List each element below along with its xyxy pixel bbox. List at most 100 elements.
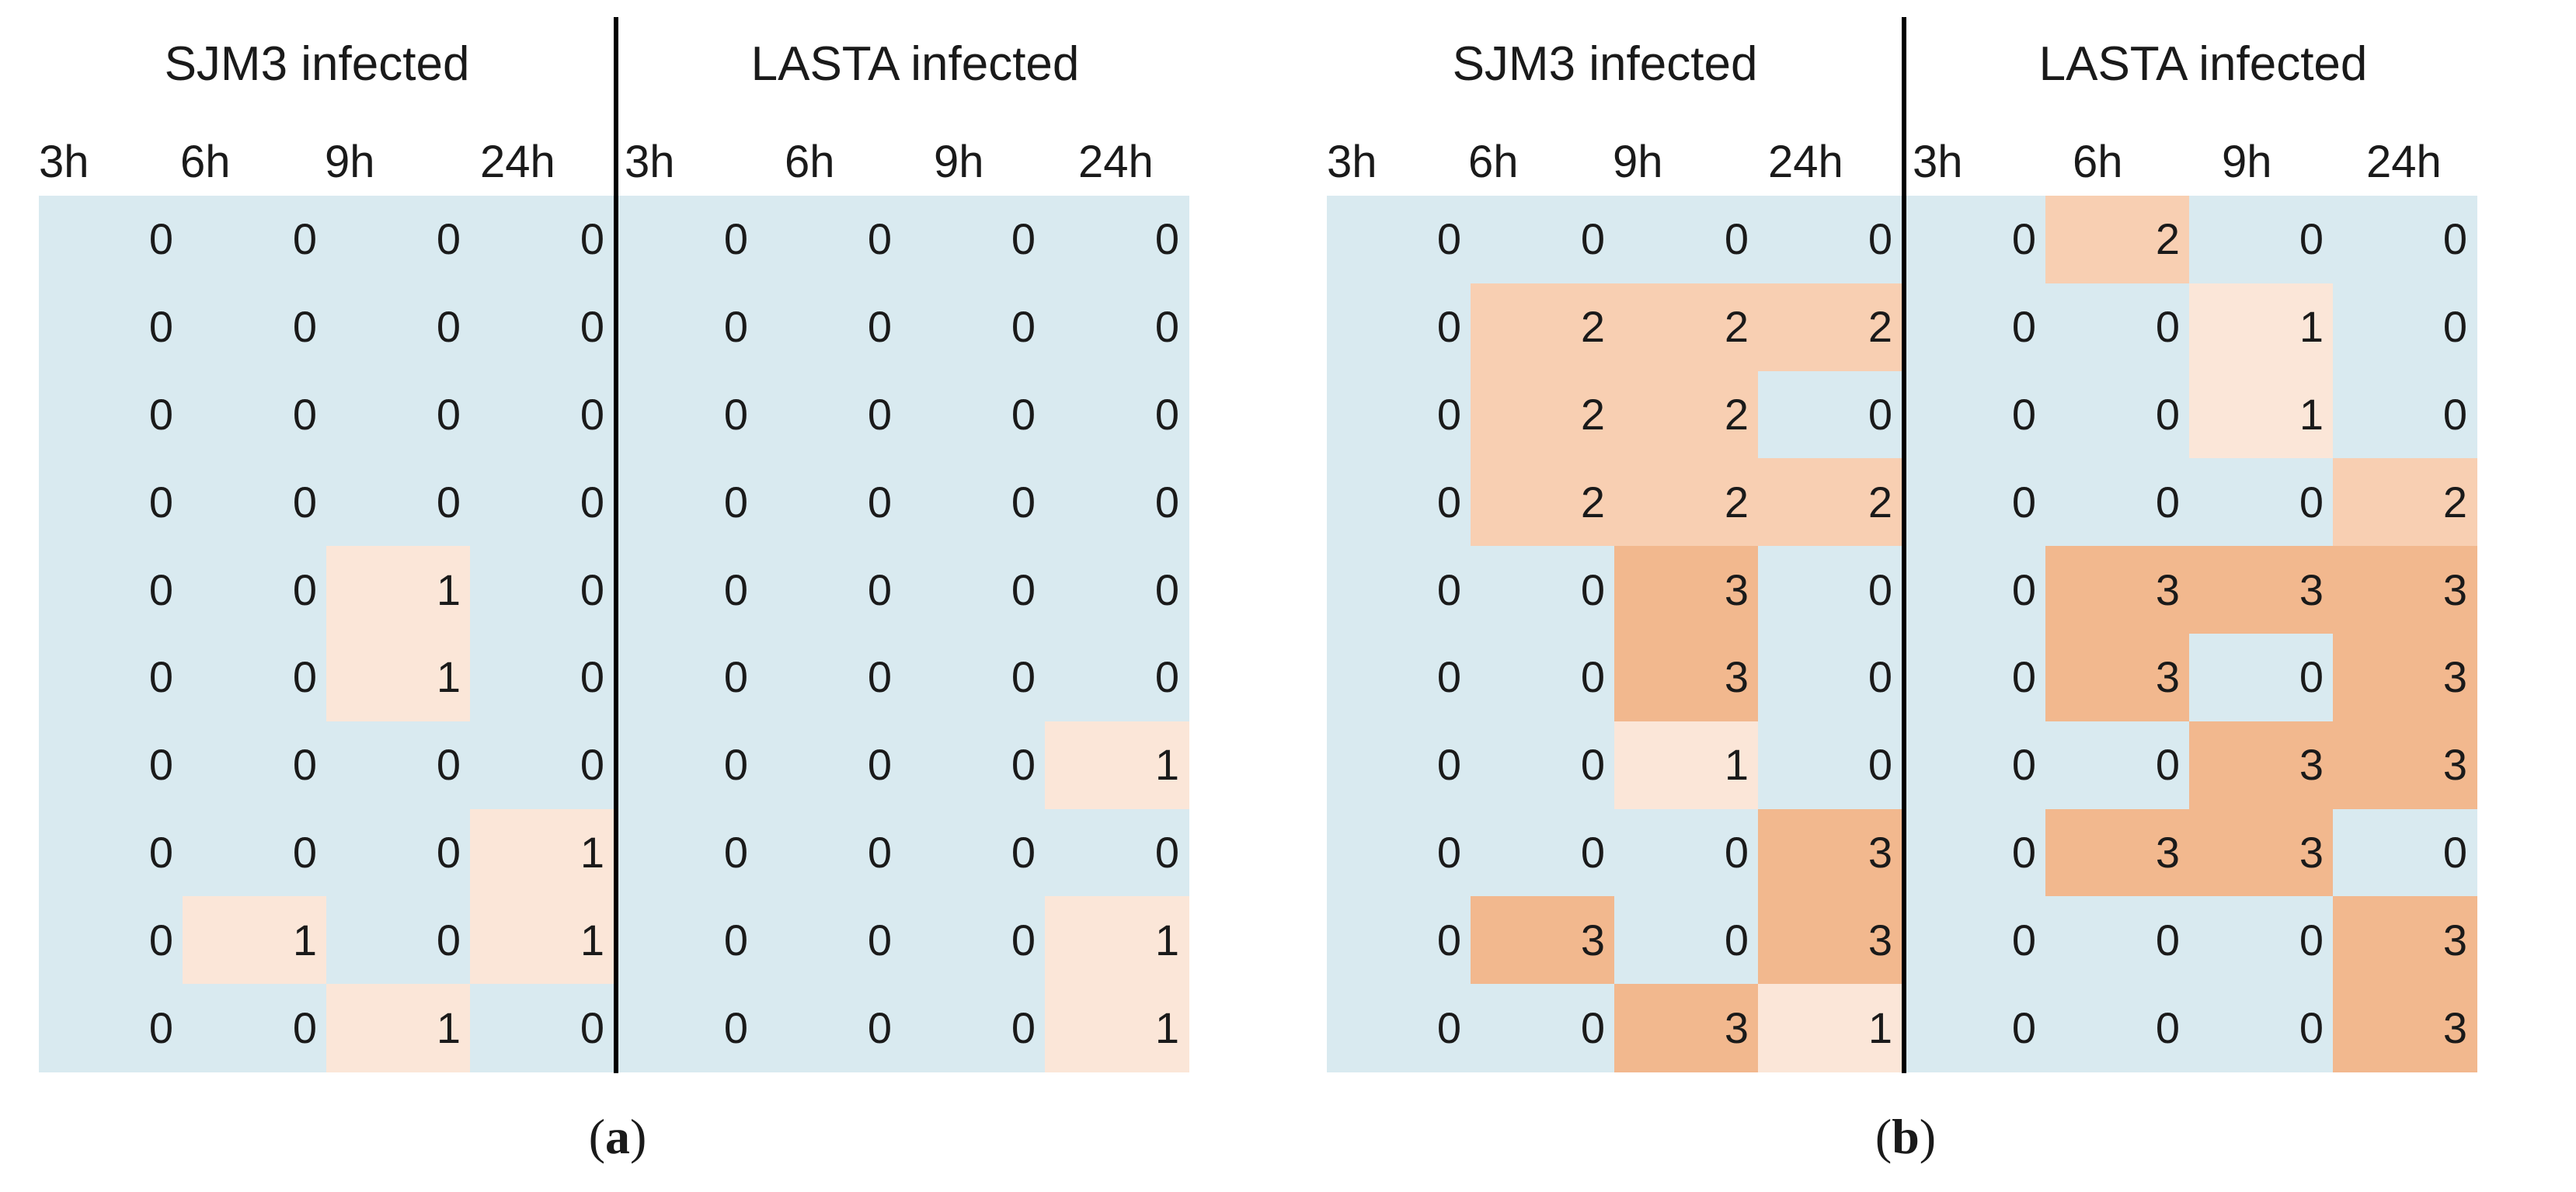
heatmap-cell: [2045, 634, 2190, 722]
heatmap-cell: [1902, 808, 2046, 898]
cell-value: 2: [1580, 477, 1605, 526]
cell-value: 0: [1580, 652, 1605, 702]
cell-value: 3: [1868, 828, 1892, 877]
cell-value: 0: [1436, 915, 1461, 964]
cell-value: 1: [1154, 740, 1179, 790]
heatmap-cell: [614, 196, 758, 284]
cell-value: 0: [148, 1003, 173, 1052]
cell-value: 0: [1154, 652, 1179, 702]
group-title: SJM3 infected: [1452, 37, 1758, 91]
cell-value: 1: [1154, 915, 1179, 964]
heatmap-cell: [1614, 721, 1759, 810]
time-label: 3h: [625, 137, 675, 187]
heatmap-cell: [1045, 721, 1189, 810]
heatmap-cell: [470, 984, 614, 1072]
cell-value: 0: [723, 390, 748, 439]
heatmap-cell: [614, 458, 758, 547]
heatmap-cell: [2333, 546, 2477, 634]
cell-value: 3: [1580, 915, 1605, 964]
heatmap-cell: [1327, 634, 1471, 722]
time-label: 24h: [1768, 137, 1843, 187]
cell-value: 3: [2155, 828, 2180, 877]
heatmap-cell: [1614, 634, 1759, 722]
heatmap-cell: [1902, 546, 2046, 634]
cell-value: 0: [436, 915, 461, 964]
heatmap-cell: [757, 984, 902, 1072]
heatmap-cell: [614, 283, 758, 372]
heatmap-cell: [2045, 283, 2190, 372]
cell-value: 0: [723, 565, 748, 614]
heatmap-cell: [1471, 634, 1615, 722]
cell-value: 0: [2011, 828, 2036, 877]
cell-value: 0: [436, 302, 461, 352]
cell-value: 0: [867, 828, 892, 877]
heatmap-cell: [757, 721, 902, 810]
cell-value: 0: [867, 477, 892, 526]
heatmap-cell: [326, 896, 471, 985]
heatmap-cell: [1327, 721, 1471, 810]
heatmap-cell: [1614, 458, 1759, 547]
heatmap-cell: [2333, 283, 2477, 372]
cell-value: 0: [867, 652, 892, 702]
cell-value: 2: [1580, 390, 1605, 439]
panel-caption: (a): [588, 1109, 647, 1164]
heatmap-cell: [1327, 283, 1471, 372]
heatmap-cell: [757, 634, 902, 722]
heatmap-cell: [326, 546, 471, 634]
heatmap-cell: [2189, 546, 2334, 634]
cell-value: 0: [1724, 214, 1749, 264]
cell-value: 3: [2442, 565, 2467, 614]
time-label: 6h: [180, 137, 231, 187]
heatmap-cell: [183, 634, 327, 722]
heatmap-cell: [1758, 808, 1902, 898]
cell-value: 0: [1011, 214, 1036, 264]
heatmap-cell: [470, 634, 614, 722]
heatmap-cell: [2333, 370, 2477, 460]
heatmap-cell: [757, 196, 902, 284]
heatmap-cell: [1614, 808, 1759, 898]
cell-value: 0: [1154, 390, 1179, 439]
time-label: 6h: [1468, 137, 1519, 187]
heatmap-cell: [2333, 458, 2477, 547]
cell-value: 0: [148, 652, 173, 702]
heatmap-cell: [757, 808, 902, 898]
cell-value: 0: [2155, 915, 2180, 964]
heatmap-cell: [39, 984, 183, 1072]
cell-value: 0: [580, 214, 604, 264]
heatmap-cell: [2045, 370, 2190, 460]
heatmap-cell: [39, 721, 183, 810]
cell-value: 0: [1580, 214, 1605, 264]
heatmap-cell: [1758, 458, 1902, 547]
cell-value: 0: [2442, 828, 2467, 877]
cell-value: 3: [2155, 652, 2180, 702]
heatmap-cell: [470, 283, 614, 372]
cell-value: 0: [1868, 740, 1892, 790]
group-title: LASTA infected: [750, 37, 1080, 91]
heatmap-grid: 0 0 0 0 0 0 0 0 0 0 0 0 0 0 0 0 0 0 0 0 0 0 0 0 0 0 0 0 0 0 0 0 0 0 1 0 0 0 0 0…: [39, 196, 1189, 1072]
heatmap-cell: [1614, 984, 1759, 1072]
heatmap-cell: [470, 808, 614, 898]
cell-value: 3: [1724, 652, 1749, 702]
cell-value: 0: [723, 1003, 748, 1052]
heatmap-cell: [1471, 196, 1615, 284]
heatmap-cell: [901, 808, 1046, 898]
cell-value: 2: [1724, 302, 1749, 352]
panel-label: b: [1892, 1109, 1920, 1164]
cell-value: 1: [1868, 1003, 1892, 1052]
cell-value: 0: [867, 302, 892, 352]
heatmap-cell: [901, 458, 1046, 547]
cell-value: 0: [1724, 828, 1749, 877]
heatmap-cell: [2189, 808, 2334, 898]
heatmap-cell: [326, 283, 471, 372]
heatmap-cell: [326, 808, 471, 898]
heatmap-cell: [1902, 196, 2046, 284]
cell-value: 0: [2011, 1003, 2036, 1052]
cell-value: 0: [2442, 214, 2467, 264]
cell-value: 0: [1868, 565, 1892, 614]
heatmap-cell: [1758, 721, 1902, 810]
cell-value: 0: [1436, 652, 1461, 702]
heatmap-cell: [757, 896, 902, 985]
heatmap-cell: [1045, 458, 1189, 547]
heatmap-cell: [39, 370, 183, 460]
